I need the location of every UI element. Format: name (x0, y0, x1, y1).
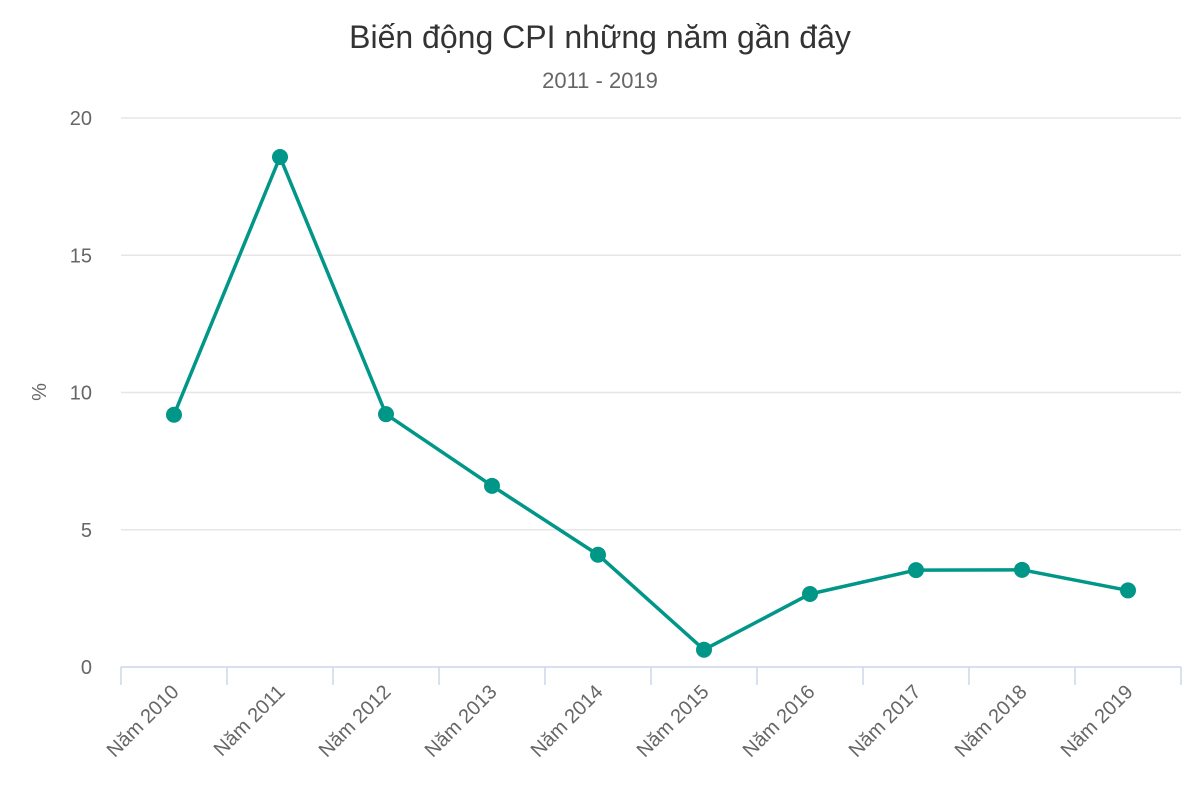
x-tick-label: Năm 2010 (103, 681, 184, 762)
y-axis-ticks: 0 5 10 15 20 (70, 108, 92, 679)
x-tick-label: Năm 2013 (421, 681, 502, 762)
x-tick-label: Năm 2018 (951, 681, 1032, 762)
chart-title: Biến động CPI những năm gần đây (349, 19, 851, 55)
y-tick-label: 15 (70, 245, 92, 267)
y-tick-label: 5 (81, 520, 92, 542)
series-line (172, 155, 1130, 652)
x-axis (120, 666, 1182, 685)
y-axis-title: % (29, 383, 51, 401)
chart-subtitle: 2011 - 2019 (542, 68, 658, 93)
x-axis-ticks: Năm 2010 Năm 2011 Năm 2012 Năm 2013 Năm 2014… (103, 681, 1138, 762)
data-point (166, 406, 182, 423)
data-point (696, 641, 712, 658)
y-tick-label: 20 (70, 108, 92, 130)
data-point (1014, 561, 1030, 578)
x-tick-label: Năm 2019 (1057, 681, 1138, 762)
data-point (802, 585, 818, 602)
data-point (908, 562, 924, 579)
data-point (272, 148, 288, 165)
grid-lines (121, 117, 1181, 531)
x-tick-label: Năm 2016 (739, 681, 820, 762)
x-tick-label: Năm 2012 (315, 681, 396, 762)
series-group (166, 148, 1136, 658)
data-point (378, 406, 394, 423)
x-tick-label: Năm 2014 (527, 681, 608, 762)
x-tick-label: Năm 2015 (633, 681, 714, 762)
y-tick-label: 10 (70, 383, 92, 405)
x-tick-label: Năm 2017 (845, 681, 926, 762)
data-point (1120, 582, 1136, 599)
data-point (590, 546, 606, 563)
data-point (484, 477, 500, 494)
x-tick-label: Năm 2011 (210, 681, 290, 761)
y-tick-label: 0 (81, 657, 92, 679)
